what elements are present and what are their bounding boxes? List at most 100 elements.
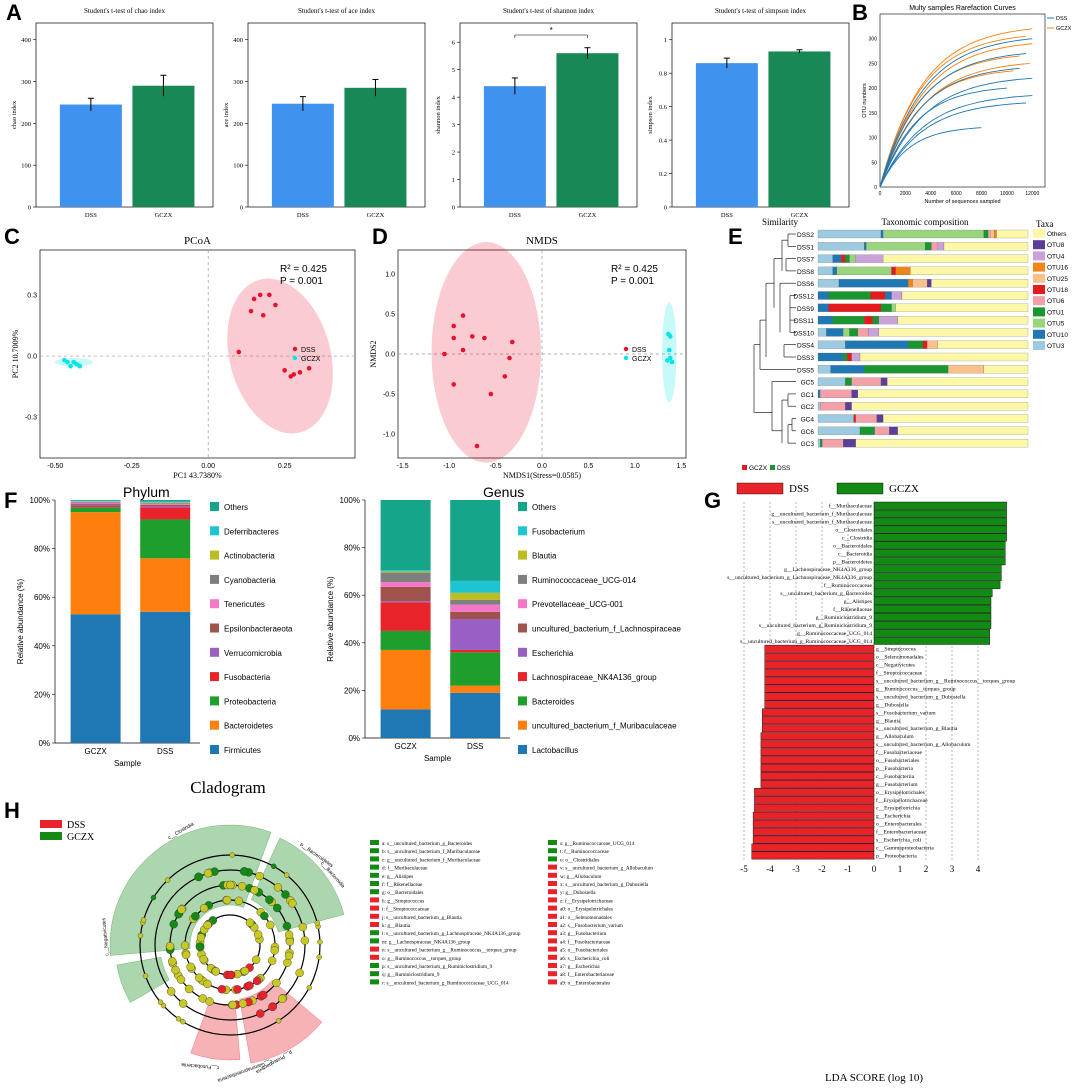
legend-label-bacteroidetes: Bacteroidetes [224,722,273,731]
cladogram-node [176,1016,181,1021]
lda-bar-o-selenomonadales [765,653,874,660]
cladogram-node [288,899,296,907]
segment-otu8 [852,390,858,398]
sample-label-dss1: DSS1 [797,244,814,251]
key-swatch [548,865,557,870]
segment-otu6 [875,427,890,435]
point-dss [451,382,456,387]
segment-others [910,267,1028,275]
key-label: g: o__Bacteroidales [382,890,423,896]
cladogram-node [168,957,176,965]
lda-label: f__Ruminococcaceae [824,582,873,589]
cladogram-node [230,853,235,858]
segment-otu18 [864,316,872,324]
chart-title: Genus [483,484,524,500]
segment-otu4 [868,328,879,336]
legend-swatch-otu1 [1033,307,1045,316]
key-swatch [548,840,557,845]
x-tick-label: 0.25 [278,463,292,470]
alpha-chart-ace-index: Student's t-test of ace index01002003004… [223,7,425,219]
stack-segment-escherichia [450,619,500,650]
cladogram-node [259,991,267,999]
stack-segment-lachnospiraceae-nk4a136-group [381,602,431,631]
chart-title: Student's t-test of simpson index [715,7,807,15]
segment-otu3 [818,427,860,435]
key-swatch [548,930,557,935]
y-tick-label: 20% [34,690,50,699]
segment-otu10 [885,292,891,300]
stack-segment-bacteroides [381,631,431,650]
panel-letter-f: F [4,488,17,513]
stack-segment-lactobacillus [450,693,500,738]
y-axis-label: chao index [11,100,18,129]
lda-bar-c-negativicutes [765,661,874,668]
sample-label-gc6: GC6 [801,429,815,436]
stack-segment-blautia [450,593,500,600]
lda-label: g__Ruminiclostridium_9 [816,615,872,621]
x-tick-label: -0.25 [124,463,140,470]
cladogram-node [268,1003,276,1011]
legend-label-escherichia: Escherichia [532,649,574,658]
y-tick-label: 80% [34,545,50,554]
cladogram-node [317,955,322,960]
y-tick-label: 400 [21,37,31,44]
group-legend-label: GCZX [749,465,768,472]
stat-text: P = 0.001 [611,276,654,287]
panel-letter-h: H [4,798,20,823]
segment-others [997,230,1029,238]
lda-bar-p-bacteroidetes [874,558,1005,565]
lda-label: f__Erysipelotrichaceae [876,797,928,804]
legend-label: GCZX [632,356,652,363]
segment-otu3 [818,415,854,423]
legend-label-cyanobacteria: Cyanobacteria [224,576,276,585]
segment-others [879,328,1028,336]
legend-swatch-uncultured-bacterium-f-lachnospiraceae [518,624,527,633]
segment-otu10 [845,341,908,349]
lda-bar-o-enterobacterales [753,820,874,827]
chart-title: Multy samples Rarefaction Curves [909,5,1016,12]
stack-segment-cyanobacteria [140,503,190,504]
segment-otu10 [826,328,843,336]
legend-label-prevotellaceae-ucg-001: Prevotellaceae_UCG-001 [532,600,624,609]
stack-segment-verrucomicrobia [71,505,121,506]
lda-bar-o-clostridiales [874,526,1007,533]
lda-bar-g-allobaculum [761,733,874,740]
key-label: a4: f__Fusobacteriaceae [560,938,611,945]
rarefaction-curve-dss [880,128,982,187]
point-dss [258,293,263,298]
lda-bar-g-blautia [762,717,874,724]
sample-label-dss7: DSS7 [797,257,814,264]
x-tick-label: 1 [898,864,903,874]
lda-bar-g-escherichia [753,812,874,819]
y-axis-label: ace index [223,102,230,127]
lda-bar-s-escherichia-coli [753,836,874,843]
lda-label: c__Fusobacteriia [876,774,915,780]
legend-swatch-verrucomicrobia [210,648,219,657]
cladogram-node [158,1000,163,1005]
lda-bar-f-fusobacteriaceae [761,748,874,755]
legend-swatch-otu10 [1033,330,1045,339]
segment-otu1 [833,316,865,324]
cladogram-node [284,873,289,878]
stack-segment-uncultured-bacterium-f-lachnospiraceae [450,612,500,619]
segment-others [883,255,1028,263]
lda-bar-c-fusobacteriia [761,772,874,779]
legend-swatch-otu16 [1033,263,1045,272]
point-dss [288,374,293,379]
key-label: a7: g__Escherichia [560,964,600,970]
legend-label-actinobacteria: Actinobacteria [224,552,275,561]
lda-label: g__uncultured_bacterium_f_Muribaculaceae [771,511,872,518]
confidence-ellipse-dss [432,242,541,462]
cladogram-node [239,1000,247,1008]
lda-label: f__Streptococcaceae [876,670,923,677]
y-tick-label: 0.4 [659,138,668,145]
legend-swatch-otu6 [1033,296,1045,305]
y-tick-label: 1.0 [385,272,395,279]
lda-label: s__uncultured_bacterium_g_Bacteroides [780,591,872,597]
x-tick-label: -1.0 [443,463,455,470]
segment-otu1 [860,427,875,435]
lda-bar-f-enterobacteriaceae [753,828,874,835]
lda-label: p__Fusobacteria [876,766,913,772]
y-tick-label: 200 [21,121,31,128]
key-label: s: g__Ruminococcaceae_UCG_014 [560,841,635,847]
